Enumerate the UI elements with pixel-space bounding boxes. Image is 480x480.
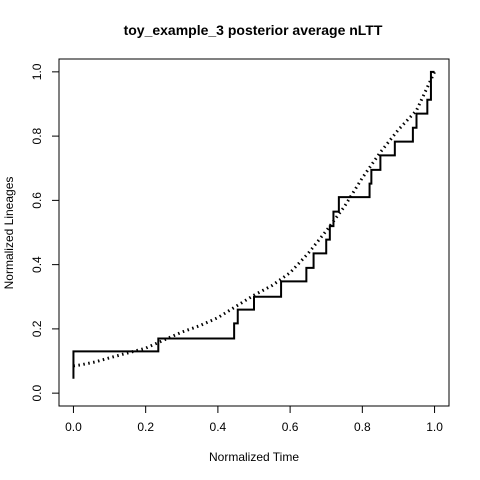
x-axis-label: Normalized Time (209, 450, 299, 464)
y-tick-label: 0.4 (30, 256, 44, 273)
y-tick-label: 0.2 (30, 320, 44, 337)
x-tick-label: 0.8 (354, 420, 371, 434)
chart-title: toy_example_3 posterior average nLTT (124, 22, 383, 38)
series-dotted-line (73, 71, 436, 368)
y-tick-label: 0.0 (30, 384, 44, 401)
x-axis: 0.0 0.2 0.4 0.6 0.8 1.0 (65, 405, 443, 434)
x-tick-label: 0.6 (282, 420, 299, 434)
y-tick-label: 0.8 (30, 127, 44, 144)
x-tick-label: 0.4 (210, 420, 227, 434)
y-tick-label: 0.6 (30, 192, 44, 209)
x-tick-label: 0.0 (65, 420, 82, 434)
y-axis: 0.0 0.2 0.4 0.6 0.8 1.0 (30, 63, 60, 401)
y-axis-label: Normalized Lineages (2, 177, 16, 290)
x-tick-label: 0.2 (137, 420, 154, 434)
series-layer (72, 70, 436, 379)
x-tick-label: 1.0 (426, 420, 443, 434)
series-step-line (72, 70, 435, 379)
y-tick-label: 1.0 (30, 63, 44, 80)
